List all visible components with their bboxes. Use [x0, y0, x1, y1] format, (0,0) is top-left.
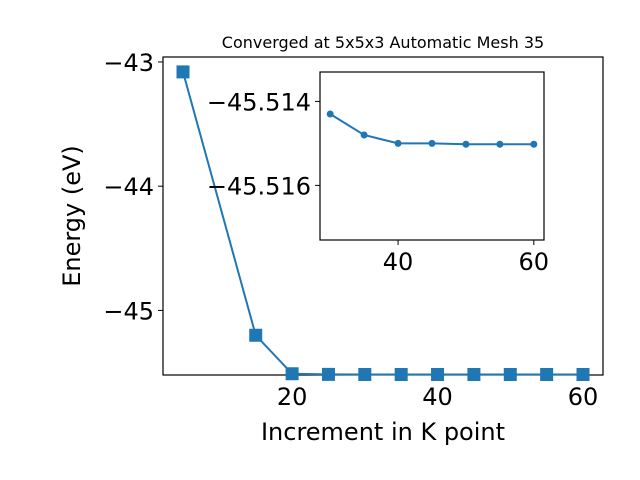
inset-data-point	[394, 139, 402, 147]
main-plot: 20 40 60 −43 −44 −45	[103, 49, 604, 411]
inset-plot-background	[320, 72, 544, 240]
inset-x-tick-label: 60	[519, 248, 550, 276]
main-data-point	[358, 368, 372, 382]
inset-data-point	[326, 110, 334, 118]
chart-title: Converged at 5x5x3 Automatic Mesh 35	[222, 33, 544, 52]
main-x-tick-label: 40	[422, 383, 453, 411]
main-data-point	[431, 368, 445, 382]
main-y-tick-label: −43	[103, 49, 154, 77]
inset-data-point	[462, 140, 470, 148]
main-data-point	[176, 65, 190, 79]
main-data-point	[576, 368, 590, 382]
main-data-point	[540, 368, 554, 382]
x-axis-label: Increment in K point	[261, 418, 505, 446]
inset-data-point	[360, 131, 368, 139]
main-data-point	[285, 367, 299, 381]
inset-data-point	[428, 139, 436, 147]
main-data-point	[467, 368, 481, 382]
main-data-point	[503, 368, 517, 382]
inset-plot: 40 60 −45.516 −45.514	[207, 71, 550, 276]
y-axis-label: Energy (eV)	[58, 145, 86, 287]
main-x-tick-label: 20	[277, 383, 308, 411]
main-data-point	[321, 367, 335, 381]
main-data-point	[394, 368, 408, 382]
inset-y-tick-label: −45.516	[207, 172, 311, 200]
main-data-point	[249, 328, 263, 342]
inset-data-point	[530, 140, 538, 148]
main-y-tick-label: −45	[103, 297, 154, 325]
main-y-tick-label: −44	[103, 173, 154, 201]
main-x-tick-label: 60	[568, 383, 599, 411]
inset-x-tick-label: 40	[383, 248, 414, 276]
inset-plot-frame	[319, 71, 545, 241]
inset-data-point	[496, 140, 504, 148]
inset-y-tick-label: −45.514	[207, 88, 311, 116]
